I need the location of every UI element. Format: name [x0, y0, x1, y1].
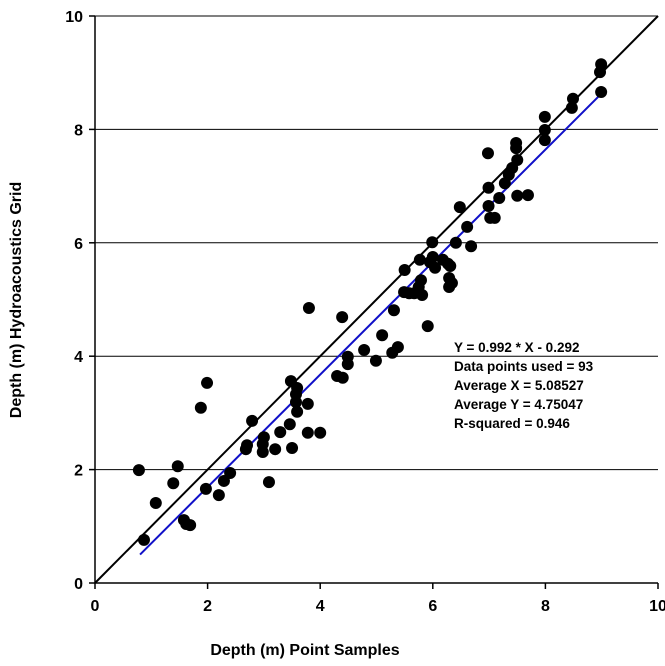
point [201, 376, 214, 389]
point [336, 371, 349, 384]
point [398, 264, 411, 277]
point [426, 236, 439, 249]
point [212, 489, 225, 502]
y-tick-label: 4 [74, 349, 83, 366]
y-tick-label: 2 [74, 463, 83, 480]
point [199, 482, 212, 495]
point [262, 476, 275, 489]
annotation: Average Y = 4.75047 [454, 397, 583, 412]
point [488, 211, 501, 224]
point [256, 446, 269, 459]
x-tick-label: 4 [316, 598, 325, 615]
point [521, 189, 534, 202]
x-axis-label: Depth (m) Point Samples [210, 642, 399, 659]
point [269, 443, 282, 456]
y-tick-label: 6 [74, 236, 83, 253]
point [132, 464, 145, 477]
point [194, 401, 207, 414]
x-tick-label: 8 [541, 598, 550, 615]
x-tick-label: 6 [428, 598, 437, 615]
point [510, 142, 523, 155]
point [289, 396, 302, 409]
point [482, 181, 495, 194]
point [461, 220, 474, 233]
point [449, 236, 462, 249]
point [341, 358, 354, 371]
point [445, 277, 458, 290]
point [274, 426, 287, 439]
point [493, 192, 506, 205]
point [387, 304, 400, 317]
point [444, 260, 457, 273]
point [301, 426, 314, 439]
annotation: R-squared = 0.946 [454, 416, 570, 431]
point [224, 467, 237, 480]
point [413, 253, 426, 266]
y-axis-label: Depth (m) Hydroacoustics Grid [8, 182, 25, 418]
y-tick-label: 0 [74, 576, 83, 593]
point [538, 110, 551, 123]
point [369, 354, 382, 367]
point [291, 381, 304, 394]
x-tick-label: 0 [91, 598, 100, 615]
point [286, 442, 299, 455]
fit-line [139, 92, 603, 556]
point [291, 405, 304, 418]
point [416, 288, 429, 301]
point [314, 426, 327, 439]
point [184, 519, 197, 532]
x-tick-label: 2 [203, 598, 212, 615]
point [566, 92, 579, 105]
point [149, 497, 162, 510]
point [565, 101, 578, 114]
point [376, 329, 389, 342]
point [241, 439, 254, 452]
point [137, 533, 150, 546]
x-tick-label: 10 [649, 598, 665, 615]
point [246, 414, 259, 427]
point [257, 431, 270, 444]
point [171, 460, 184, 473]
point [414, 274, 427, 287]
y-tick-label: 10 [65, 9, 83, 26]
point [358, 343, 371, 356]
point [595, 85, 608, 98]
point [595, 58, 608, 71]
point [429, 261, 442, 274]
point [426, 250, 439, 263]
identity-line [94, 15, 659, 584]
point [511, 154, 524, 167]
point [453, 201, 466, 214]
annotation: Average X = 5.08527 [454, 378, 584, 393]
point [391, 341, 404, 354]
point [481, 147, 494, 160]
point [283, 418, 296, 431]
point [167, 477, 180, 490]
point [465, 240, 478, 253]
point [302, 302, 315, 315]
point [511, 189, 524, 202]
point [538, 134, 551, 147]
point [421, 320, 434, 333]
point [538, 123, 551, 136]
point [336, 311, 349, 324]
point [482, 199, 495, 212]
annotation: Data points used = 93 [454, 359, 594, 374]
annotation: Y = 0.992 * X - 0.292 [454, 340, 579, 355]
point [301, 397, 314, 410]
y-tick-label: 8 [74, 122, 83, 139]
